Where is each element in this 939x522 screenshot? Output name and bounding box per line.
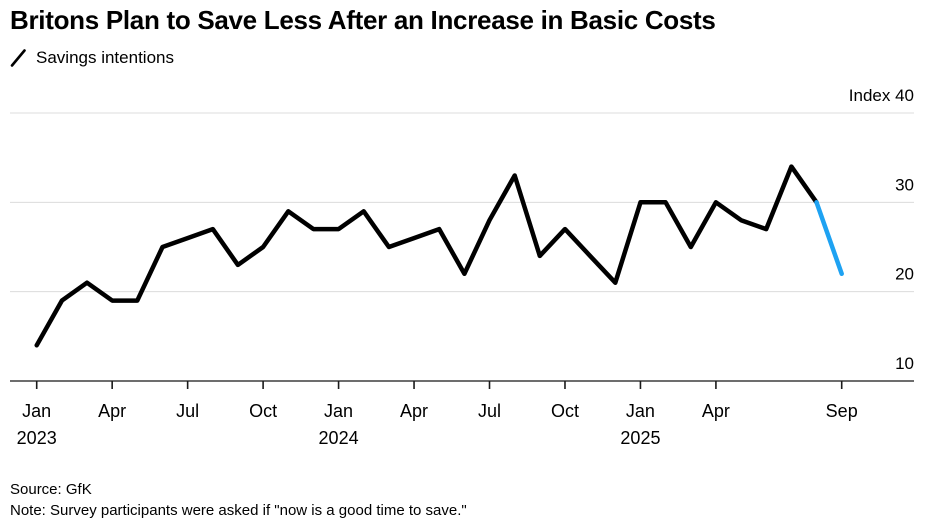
series-line — [34, 164, 819, 348]
series-line-highlight — [814, 200, 844, 277]
x-tick-label: Oct — [551, 401, 579, 421]
y-tick-label: 30 — [895, 175, 914, 194]
chart-title: Britons Plan to Save Less After an Incre… — [10, 5, 716, 35]
x-tick-year-label: 2023 — [17, 428, 57, 448]
x-tick-label: Sep — [826, 401, 858, 421]
y-tick-label: Index 40 — [849, 86, 914, 105]
line-series-icon — [10, 49, 26, 67]
note-text: Note: Survey participants were asked if … — [10, 502, 467, 519]
x-tick-label: Jul — [176, 401, 199, 421]
legend-label: Savings intentions — [36, 48, 174, 67]
x-tick-label: Apr — [400, 401, 428, 421]
x-tick-year-label: 2025 — [620, 428, 660, 448]
x-tick-label: Jan — [324, 401, 353, 421]
x-tick-label: Jan — [626, 401, 655, 421]
x-tick-label: Jan — [22, 401, 51, 421]
x-tick-label: Apr — [98, 401, 126, 421]
x-tick-label: Oct — [249, 401, 277, 421]
y-tick-label: 20 — [895, 265, 914, 284]
x-tick-label: Jul — [478, 401, 501, 421]
legend: Savings intentions — [10, 48, 174, 68]
source-text: Source: GfK — [10, 481, 92, 498]
x-tick-year-label: 2024 — [319, 428, 359, 448]
chart-footer: Source: GfK Note: Survey participants we… — [10, 479, 467, 521]
y-tick-label: 10 — [895, 354, 914, 373]
x-tick-label: Apr — [702, 401, 730, 421]
